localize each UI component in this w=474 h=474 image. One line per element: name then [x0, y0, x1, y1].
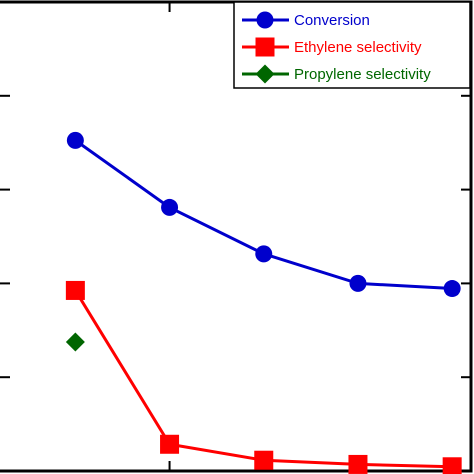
- data-point: [65, 280, 85, 300]
- legend-marker: [256, 11, 274, 29]
- legend-marker: [255, 64, 275, 84]
- legend-label: Ethylene selectivity: [294, 39, 422, 56]
- legend-item: Propylene selectivity: [242, 64, 431, 84]
- series-line: [74, 289, 453, 469]
- legend: Conversion Ethylene selectivity Propylene …: [233, 1, 471, 89]
- series-conversion: [66, 131, 461, 298]
- data-point: [255, 245, 273, 263]
- data-point: [66, 131, 84, 149]
- series-ethylene-selectivity: [65, 280, 462, 474]
- series-line: [74, 139, 453, 291]
- data-point: [161, 198, 179, 216]
- data-point: [348, 454, 368, 474]
- data-point: [442, 457, 462, 474]
- legend-item: Conversion: [242, 11, 370, 29]
- legend-marker: [255, 37, 275, 57]
- data-point: [254, 450, 274, 470]
- legend-item: Ethylene selectivity: [242, 37, 422, 57]
- data-point: [65, 332, 85, 352]
- series-propylene-selectivity: [65, 332, 85, 352]
- data-point: [443, 280, 461, 298]
- legend-label: Conversion: [294, 12, 370, 29]
- data-point: [349, 274, 367, 292]
- data-point: [160, 434, 180, 454]
- legend-label: Propylene selectivity: [294, 66, 431, 83]
